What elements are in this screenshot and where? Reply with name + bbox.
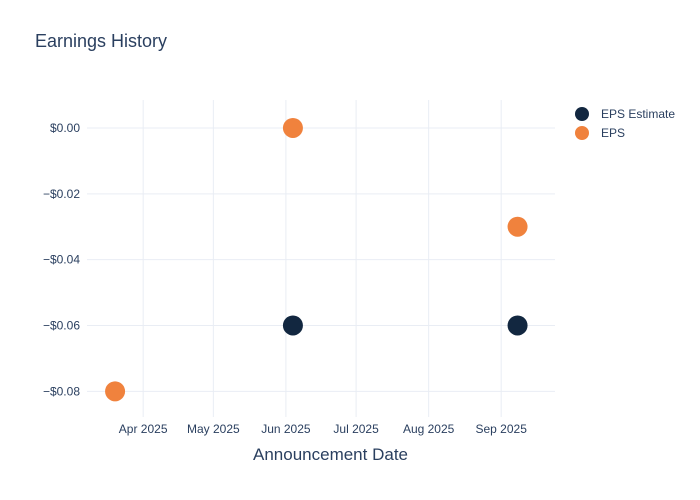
legend: EPS Estimate EPS xyxy=(575,104,675,142)
x-tick-label: Aug 2025 xyxy=(403,422,455,436)
legend-label-eps-estimate: EPS Estimate xyxy=(601,106,676,121)
legend-marker-eps-estimate xyxy=(575,106,589,121)
legend-label-eps: EPS xyxy=(601,125,626,140)
data-point-eps-estimate[interactable] xyxy=(282,315,303,336)
y-tick-label: $0.00 xyxy=(50,121,80,135)
x-tick-label: Apr 2025 xyxy=(119,422,168,436)
y-tick-label: −$0.08 xyxy=(43,384,80,398)
legend-item-eps[interactable]: EPS xyxy=(575,123,675,142)
y-tick-label: −$0.04 xyxy=(43,253,80,267)
x-tick-label: Jun 2025 xyxy=(261,422,311,436)
y-tick-label: −$0.06 xyxy=(43,318,80,332)
x-tick-label: Jul 2025 xyxy=(333,422,379,436)
data-point-eps[interactable] xyxy=(282,117,303,138)
data-point-eps-estimate[interactable] xyxy=(507,315,528,336)
x-tick-label: Sep 2025 xyxy=(475,422,527,436)
data-point-eps[interactable] xyxy=(507,216,528,237)
y-tick-label: −$0.02 xyxy=(43,187,80,201)
chart-title: Earnings History xyxy=(35,31,168,51)
x-axis-title: Announcement Date xyxy=(253,445,408,464)
x-tick-label: May 2025 xyxy=(187,422,240,436)
legend-marker-eps xyxy=(575,125,589,140)
data-point-eps[interactable] xyxy=(105,381,126,402)
legend-item-eps-estimate[interactable]: EPS Estimate xyxy=(575,104,675,123)
